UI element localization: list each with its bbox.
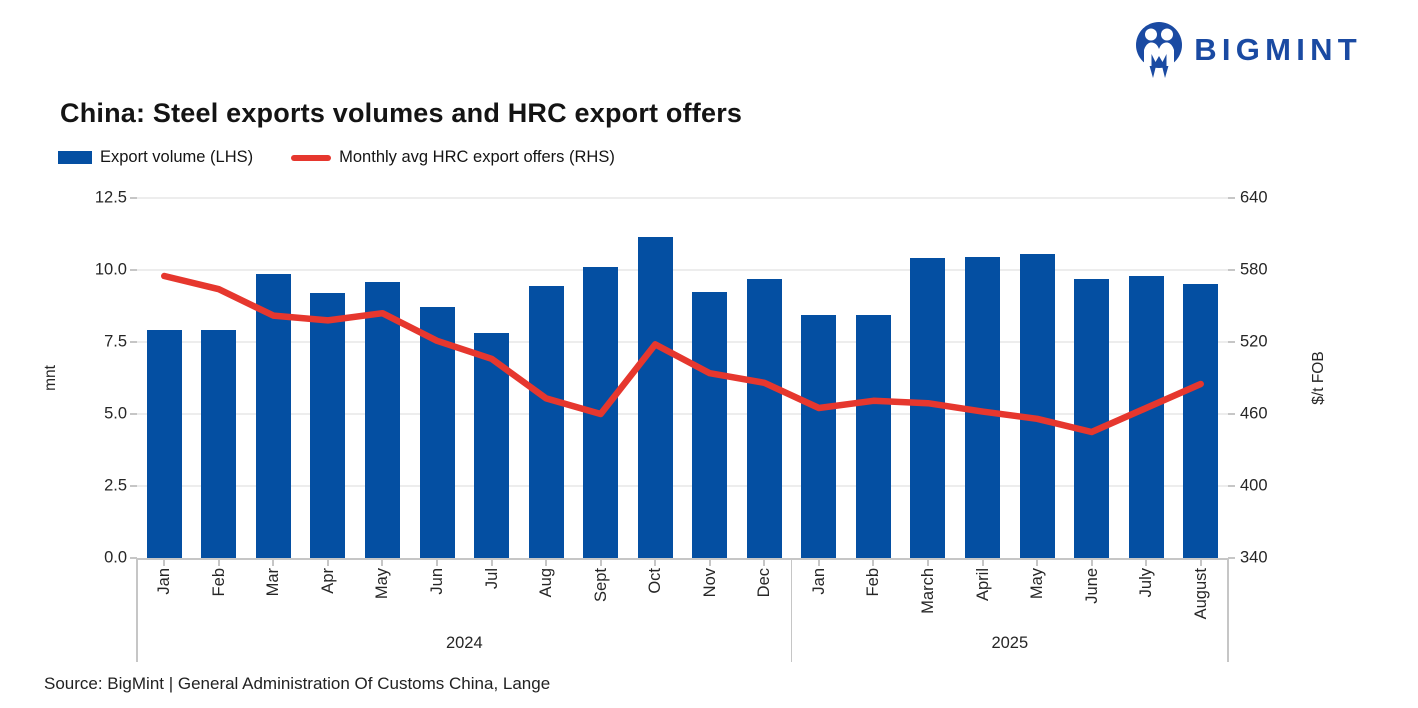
x-axis-tick <box>763 560 766 566</box>
left-axis-tick <box>130 341 137 343</box>
export-volume-bar <box>364 281 400 558</box>
right-axis-tick <box>1228 269 1235 271</box>
legend-item-hrc-offers: Monthly avg HRC export offers (RHS) <box>291 148 615 167</box>
export-volume-bar <box>310 293 346 558</box>
right-axis-tick-label: 400 <box>1240 476 1268 495</box>
chart-title: China: Steel exports volumes and HRC exp… <box>60 98 743 128</box>
x-axis-line <box>137 558 1228 560</box>
left-axis-tick-label: 7.5 <box>104 332 127 351</box>
gridline <box>137 485 1228 487</box>
left-axis-tick-label: 2.5 <box>104 476 127 495</box>
x-axis-year-label: 2024 <box>445 634 483 652</box>
export-volume-bar <box>419 307 455 558</box>
export-volume-bar <box>637 236 673 558</box>
x-axis-tick <box>1199 560 1202 566</box>
x-axis-tick <box>599 560 602 566</box>
left-axis-tick <box>130 413 137 415</box>
x-axis-tick <box>217 560 220 566</box>
bigmint-logo-text: BIGMINT <box>1194 32 1362 67</box>
x-axis-tick <box>490 560 493 566</box>
x-axis-tick <box>545 560 548 566</box>
right-axis-tick <box>1228 341 1235 343</box>
x-axis-tick <box>326 560 329 566</box>
legend: Export volume (LHS) Monthly avg HRC expo… <box>58 148 615 167</box>
legend-label: Export volume (LHS) <box>100 148 254 166</box>
left-axis-tick-label: 12.5 <box>94 188 127 207</box>
export-volume-bar <box>528 285 564 558</box>
year-group-separator <box>136 558 138 662</box>
right-axis-tick <box>1228 485 1235 487</box>
x-axis-tick <box>436 560 439 566</box>
x-axis-tick <box>654 560 657 566</box>
right-axis-tick <box>1228 197 1235 199</box>
export-volume-bar <box>692 291 728 558</box>
x-axis-tick <box>1090 560 1093 566</box>
legend-item-export-volume: Export volume (LHS) <box>58 148 253 167</box>
legend-label: Monthly avg HRC export offers (RHS) <box>339 148 615 166</box>
export-volume-bar <box>146 330 182 558</box>
export-volume-bar <box>1128 275 1164 558</box>
x-axis-tick <box>163 560 166 566</box>
legend-bar-swatch <box>58 151 92 164</box>
right-axis-tick-label: 640 <box>1240 188 1268 207</box>
x-axis-tick <box>817 560 820 566</box>
bigmint-logo-icon <box>1136 22 1183 78</box>
left-axis-tick <box>130 269 137 271</box>
export-volume-bar <box>1183 284 1219 558</box>
export-volume-bar <box>746 278 782 558</box>
left-axis-tick <box>130 557 137 559</box>
export-volume-bar <box>1019 254 1055 558</box>
x-axis-tick <box>1145 560 1148 566</box>
bigmint-logo: BIGMINT <box>1136 22 1362 78</box>
export-volume-bar <box>1074 278 1110 558</box>
left-axis-tick-label: 10.0 <box>94 260 127 279</box>
export-volume-bar <box>855 314 891 558</box>
left-axis-tick-label: 0.0 <box>104 548 127 567</box>
right-axis-tick-label: 520 <box>1240 332 1268 351</box>
right-axis-tick <box>1228 557 1235 559</box>
right-axis-tick-label: 340 <box>1240 548 1268 567</box>
gridline <box>137 197 1228 199</box>
left-axis-tick <box>130 485 137 487</box>
x-axis-tick <box>381 560 384 566</box>
export-volume-bar <box>255 274 291 558</box>
year-group-separator <box>1227 558 1229 662</box>
x-axis-tick <box>1036 560 1039 566</box>
right-axis-tick-label: 460 <box>1240 404 1268 423</box>
x-axis-tick <box>926 560 929 566</box>
right-axis-tick-label: 580 <box>1240 260 1268 279</box>
left-axis-tick-label: 5.0 <box>104 404 127 423</box>
x-axis-year-label: 2025 <box>991 634 1029 652</box>
gridline <box>137 341 1228 343</box>
export-volume-bar <box>201 330 237 558</box>
x-axis-tick <box>708 560 711 566</box>
export-volume-bar <box>801 314 837 558</box>
hrc-offers-line <box>161 272 1204 436</box>
gridline <box>137 413 1228 415</box>
left-axis-tick <box>130 197 137 199</box>
legend-line-swatch <box>291 154 332 161</box>
x-axis-tick <box>272 560 275 566</box>
x-axis-tick <box>981 560 984 566</box>
source-note: Source: BigMint | General Administration… <box>44 674 551 693</box>
gridline <box>137 269 1228 271</box>
x-axis-tick <box>872 560 875 566</box>
year-group-separator <box>790 558 793 662</box>
right-axis-tick <box>1228 413 1235 415</box>
